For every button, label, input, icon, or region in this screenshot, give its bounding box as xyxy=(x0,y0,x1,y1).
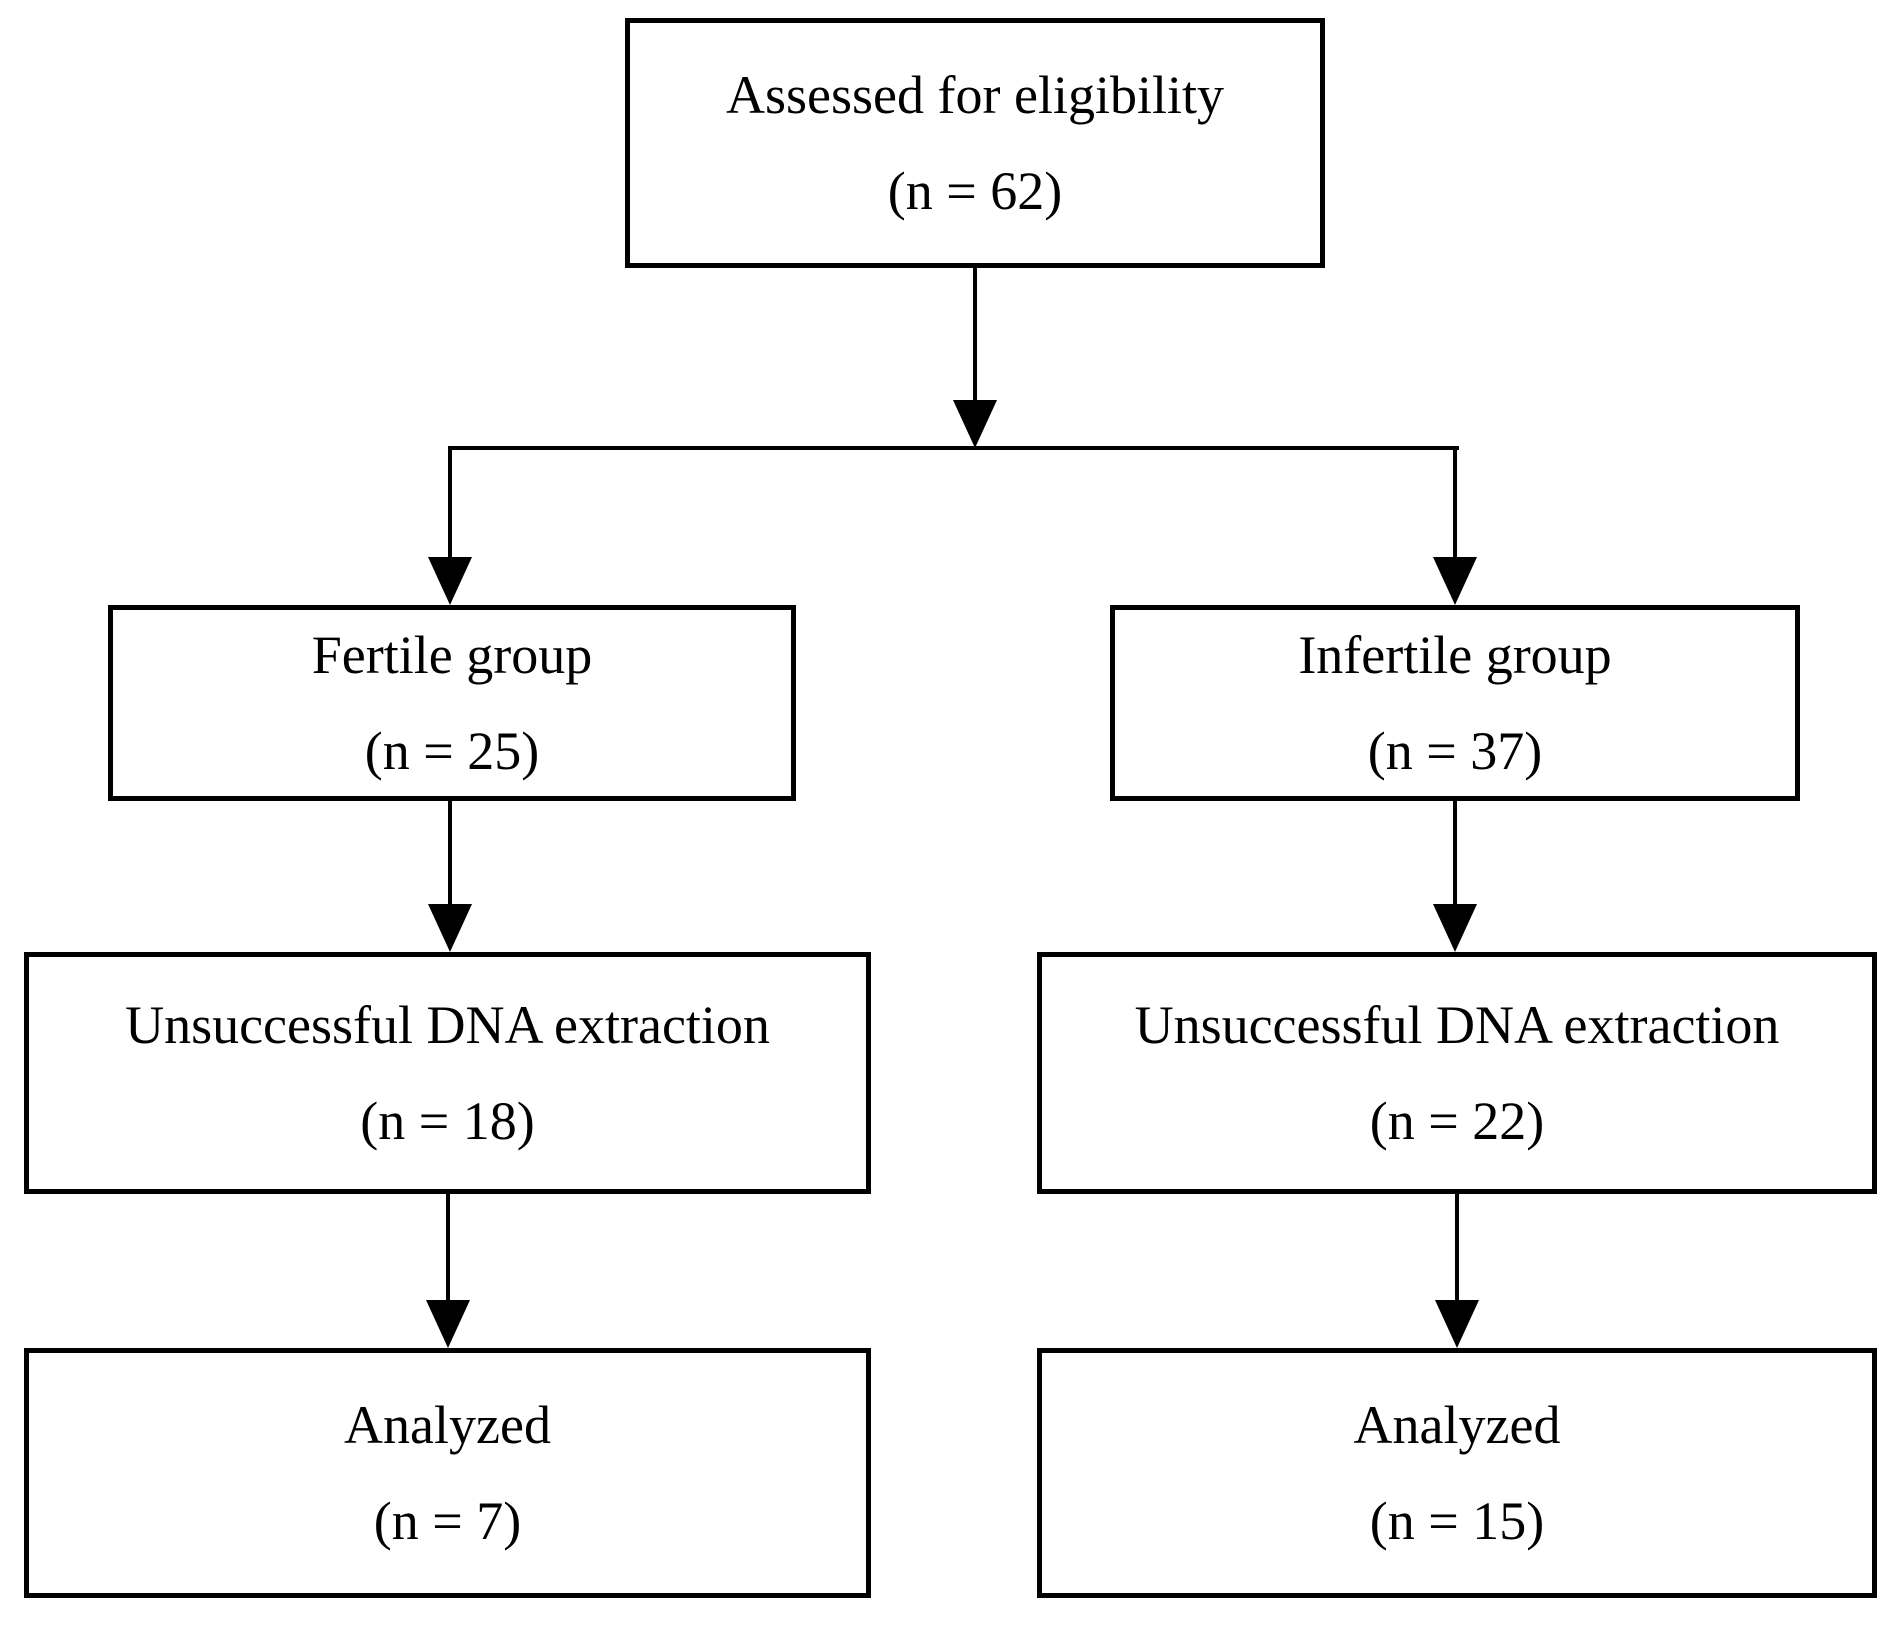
arrowhead-analyzed-left-icon xyxy=(426,1300,470,1348)
arrowhead-fertile-unsuccessful-icon xyxy=(428,904,472,952)
fertile-count: (n = 25) xyxy=(364,721,540,781)
connector-assessed-vertical xyxy=(973,268,977,402)
infertile-unsuccessful-box: Unsuccessful DNA extraction (n = 22) xyxy=(1037,952,1877,1194)
fertile-analyzed-box: Analyzed (n = 7) xyxy=(24,1348,871,1598)
connector-split-to-fertile xyxy=(448,448,452,560)
connector-fertile-to-unsuccessful xyxy=(448,801,452,907)
fertile-group-box: Fertile group (n = 25) xyxy=(108,605,796,801)
infertile-analyzed-box: Analyzed (n = 15) xyxy=(1037,1348,1877,1598)
infertile-group-box: Infertile group (n = 37) xyxy=(1110,605,1800,801)
fertile-unsuccessful-count: (n = 18) xyxy=(360,1091,535,1151)
connector-split-horizontal xyxy=(448,446,1459,450)
connector-infertile-to-unsuccessful xyxy=(1453,801,1457,907)
fertile-unsuccessful-label: Unsuccessful DNA extraction xyxy=(125,995,770,1055)
arrowhead-infertile-unsuccessful-icon xyxy=(1433,904,1477,952)
fertile-unsuccessful-box: Unsuccessful DNA extraction (n = 18) xyxy=(24,952,871,1194)
infertile-unsuccessful-count: (n = 22) xyxy=(1369,1091,1545,1151)
connector-unsuccessful-to-analyzed-right xyxy=(1455,1194,1459,1303)
connector-split-to-infertile xyxy=(1453,448,1457,560)
infertile-analyzed-count: (n = 15) xyxy=(1369,1491,1545,1551)
assessed-label: Assessed for eligibility xyxy=(726,65,1224,125)
arrowhead-split-icon xyxy=(953,400,997,448)
infertile-count: (n = 37) xyxy=(1367,721,1543,781)
infertile-label: Infertile group xyxy=(1298,625,1612,685)
connector-unsuccessful-to-analyzed-left xyxy=(446,1194,450,1303)
infertile-unsuccessful-label: Unsuccessful DNA extraction xyxy=(1134,995,1780,1055)
fertile-label: Fertile group xyxy=(311,625,593,685)
fertile-analyzed-label: Analyzed xyxy=(344,1395,551,1455)
fertile-analyzed-count: (n = 7) xyxy=(373,1491,522,1551)
infertile-analyzed-label: Analyzed xyxy=(1353,1395,1561,1455)
arrowhead-fertile-icon xyxy=(428,557,472,605)
assessed-for-eligibility-box: Assessed for eligibility (n = 62) xyxy=(625,18,1325,268)
assessed-count: (n = 62) xyxy=(887,161,1063,221)
arrowhead-infertile-icon xyxy=(1433,557,1477,605)
arrowhead-analyzed-right-icon xyxy=(1435,1300,1479,1348)
